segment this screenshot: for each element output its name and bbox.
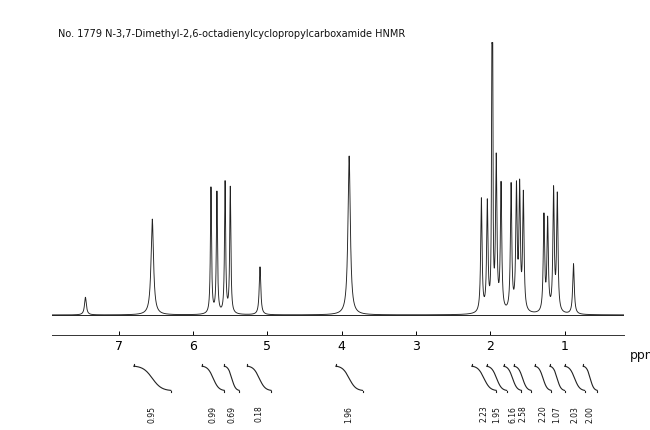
Text: 2.00: 2.00: [586, 405, 595, 421]
Text: 2.23: 2.23: [480, 405, 488, 421]
Text: 0.99: 0.99: [209, 405, 218, 422]
Text: ppm: ppm: [630, 348, 650, 361]
Text: 0.69: 0.69: [227, 405, 236, 422]
Text: 1.95: 1.95: [492, 405, 501, 421]
Text: No. 1779 N-3,7-Dimethyl-2,6-octadienylcyclopropylcarboxamide HNMR: No. 1779 N-3,7-Dimethyl-2,6-octadienylcy…: [58, 29, 405, 39]
Text: 2.58: 2.58: [518, 405, 527, 421]
Text: 0.95: 0.95: [148, 405, 157, 422]
Text: 2.03: 2.03: [570, 405, 579, 421]
Text: 6.16: 6.16: [508, 405, 517, 421]
Text: 1.07: 1.07: [552, 405, 562, 421]
Text: 1.96: 1.96: [344, 405, 354, 421]
Text: 0.18: 0.18: [255, 405, 264, 421]
Text: 2.20: 2.20: [539, 405, 547, 421]
